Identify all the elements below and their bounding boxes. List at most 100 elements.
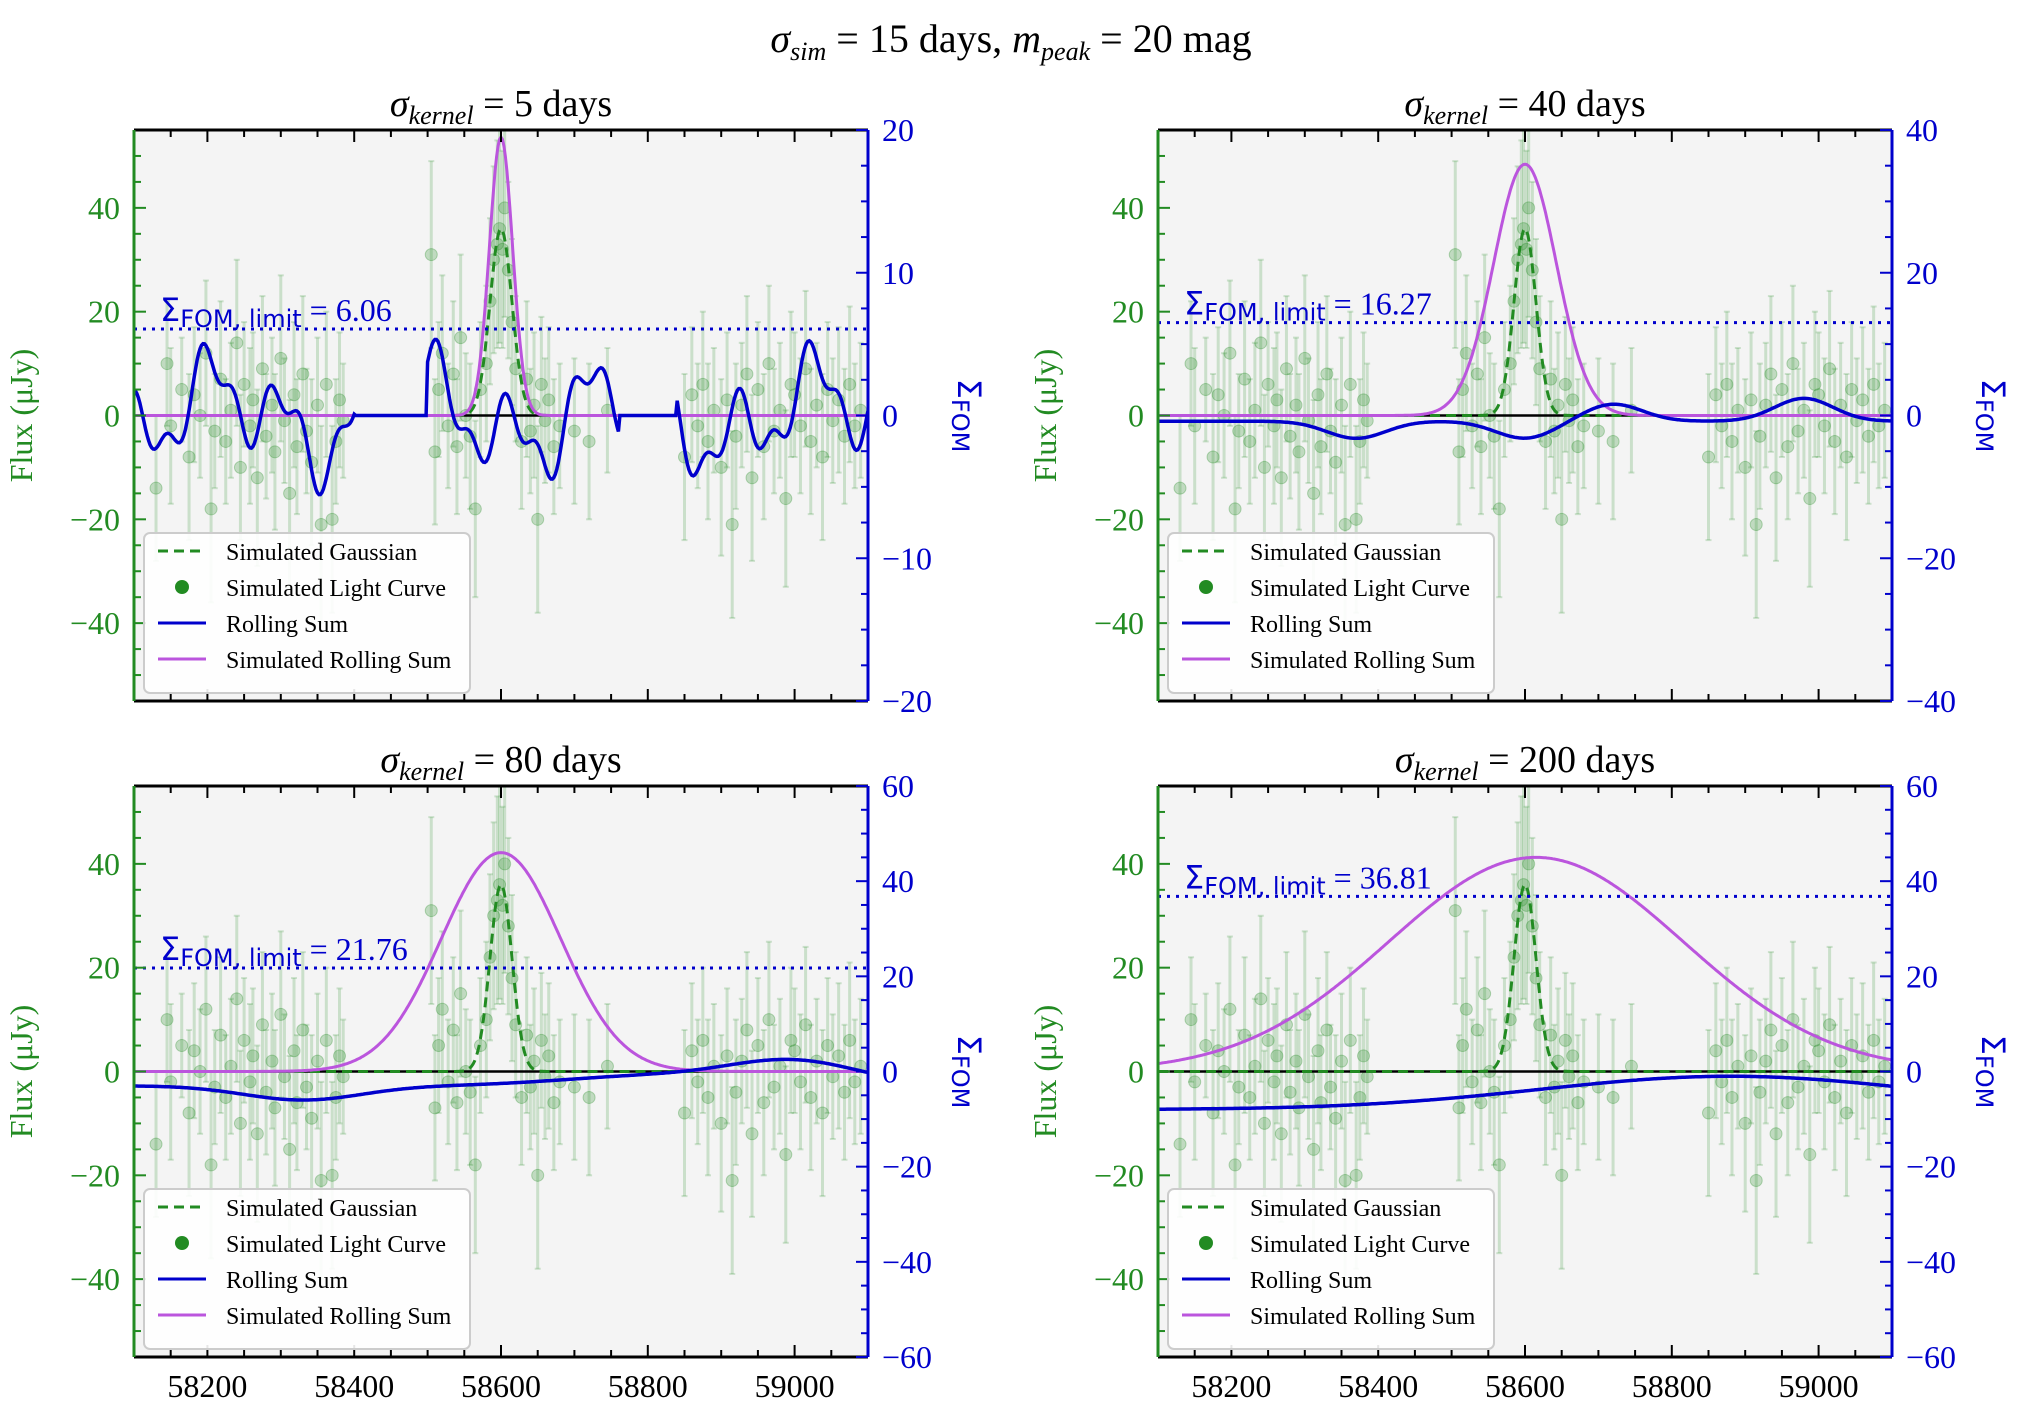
light-curve-point (164, 419, 178, 433)
light-curve-point (1274, 471, 1288, 485)
legend-box (1167, 532, 1495, 694)
y-axis-label-left: Flux (μJy) (3, 349, 39, 483)
light-curve-point (305, 1111, 319, 1125)
light-curve-point (424, 904, 438, 918)
light-curve-point (311, 1054, 324, 1068)
y-tick-label-right: 20 (882, 112, 914, 148)
y-tick-label-left: 40 (88, 190, 120, 226)
light-curve-point (729, 1085, 743, 1099)
right-label-sigma: Σ (1974, 1035, 2012, 1055)
light-curve-point (1465, 1075, 1479, 1089)
light-curve-point (1492, 1158, 1506, 1172)
light-curve-point (1289, 1054, 1303, 1068)
light-curve-point (1803, 1148, 1817, 1162)
legend-label: Simulated Gaussian (226, 1196, 417, 1222)
light-curve-point (268, 1101, 282, 1115)
y-tick-label-right: 20 (1906, 958, 1938, 994)
light-curve-point (1591, 424, 1605, 438)
panel-title-rest: = 200 days (1479, 739, 1656, 781)
y-tick-label-left: −20 (70, 501, 120, 537)
light-curve-point (1571, 1096, 1585, 1110)
light-curve-point (1522, 201, 1536, 215)
y-tick-label-left: 20 (88, 294, 120, 330)
light-curve-point (214, 1028, 228, 1042)
light-curve-point (1228, 1158, 1242, 1172)
light-curve-point (1307, 1142, 1321, 1156)
light-curve-point (333, 1049, 347, 1063)
light-curve-point (762, 357, 776, 371)
light-curve-point (531, 512, 545, 526)
light-curve-point (175, 383, 189, 397)
legend: Simulated Gaussian Simulated Light Curve R… (1167, 1188, 1495, 1350)
light-curve-point (1753, 1085, 1767, 1099)
panel-title-sigma: σ (390, 83, 410, 125)
light-curve-point (1357, 393, 1371, 407)
legend-label: Rolling Sum (226, 1268, 348, 1294)
light-curve-point (1257, 460, 1271, 474)
light-curve-point (1775, 1039, 1789, 1053)
y-tick-label-right: −20 (1906, 1149, 1956, 1185)
light-curve-point (1456, 1039, 1470, 1053)
legend-label: Rolling Sum (226, 612, 348, 638)
legend-label: Simulated Rolling Sum (226, 1304, 452, 1330)
light-curve-point (1320, 367, 1334, 381)
fom-limit-label: ΣFOM, limit = 36.81 (1184, 858, 1432, 900)
light-curve-point (1289, 398, 1303, 412)
light-curve-point (233, 460, 247, 474)
light-curve-point (149, 481, 163, 495)
light-curve-point (1448, 904, 1462, 918)
light-curve-point (1184, 1013, 1198, 1027)
y-tick-label-right: 0 (882, 398, 898, 434)
light-curve-point (283, 1142, 297, 1156)
y-tick-label-right: −20 (882, 683, 932, 719)
light-curve-point (446, 1023, 460, 1037)
suptitle-peak: peak (1039, 37, 1091, 66)
y-tick-label-right: 60 (882, 768, 914, 804)
light-curve-point (1232, 424, 1246, 438)
plot-area (1158, 130, 1892, 625)
light-curve-point (1335, 1054, 1348, 1068)
fom-limit-sigma: Σ (160, 930, 180, 968)
light-curve-point (237, 1033, 251, 1047)
right-label-sigma: Σ (950, 1035, 988, 1055)
light-curve-point (751, 383, 765, 397)
light-curve-point (740, 1023, 754, 1037)
panel-title: σkernel = 5 days (390, 83, 612, 130)
light-curve-point (848, 1075, 862, 1089)
suptitle-end: = 20 mag (1090, 16, 1251, 61)
x-tick-label: 58400 (314, 1368, 394, 1404)
panel-title-rest: = 5 days (474, 83, 613, 125)
light-curve-point (296, 1023, 310, 1037)
light-curve-point (714, 460, 728, 474)
light-curve-point (160, 357, 174, 371)
x-tick-label: 58600 (461, 1368, 541, 1404)
light-curve-point (1702, 450, 1715, 464)
light-curve-point (1867, 1033, 1881, 1047)
legend-label: Simulated Light Curve (226, 1232, 446, 1258)
light-curve-point (428, 1101, 442, 1115)
x-tick-label: 59000 (1779, 1368, 1859, 1404)
light-curve-point (1459, 1002, 1473, 1016)
light-curve-point (243, 1075, 257, 1089)
y-tick-label-left: 40 (88, 846, 120, 882)
y-tick-label-right: −40 (1906, 683, 1956, 719)
fom-limit-value: = 6.06 (302, 292, 392, 328)
light-curve-point (701, 434, 715, 448)
light-curve-point (1452, 445, 1466, 459)
light-curve-point (1725, 1090, 1739, 1104)
legend-box (143, 1188, 471, 1350)
light-curve-point (1261, 377, 1275, 391)
light-curve-point (233, 1116, 247, 1130)
light-curve-point (319, 377, 333, 391)
light-curve-point (701, 1090, 715, 1104)
light-curve-point (1720, 1033, 1734, 1047)
y-tick-label-right: −60 (882, 1339, 932, 1375)
light-curve-point (1753, 429, 1767, 443)
light-curve-point (1474, 440, 1488, 454)
light-curve-point (1759, 1054, 1773, 1068)
y-tick-label-right: 0 (1906, 398, 1922, 434)
light-curve-point (1232, 1080, 1246, 1094)
light-curve-point (740, 367, 754, 381)
legend-label: Rolling Sum (1250, 612, 1372, 638)
